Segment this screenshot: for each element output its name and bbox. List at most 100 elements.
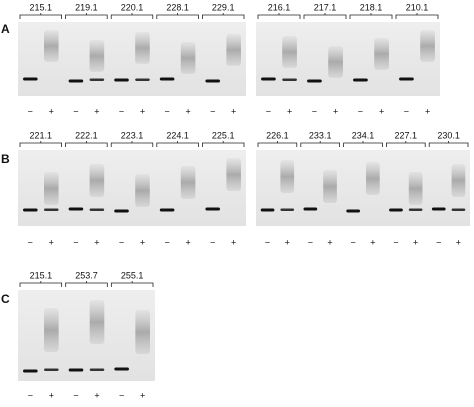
band <box>205 79 221 83</box>
band <box>408 208 423 211</box>
smear <box>323 170 337 203</box>
lane-group-label: 229.1 <box>212 2 235 12</box>
plus-sign: + <box>49 390 54 400</box>
minus-sign: − <box>308 237 313 247</box>
minus-sign: − <box>119 106 124 116</box>
lane-group-label: 225.1 <box>212 130 235 140</box>
band <box>23 77 38 81</box>
bracket <box>343 141 383 147</box>
bracket <box>202 141 245 147</box>
band <box>68 207 84 211</box>
minus-sign: − <box>312 106 317 116</box>
band <box>353 78 368 82</box>
lane-group-label: 210.1 <box>406 2 429 12</box>
bracket <box>257 13 301 19</box>
lane-group-label: 217.1 <box>314 2 337 12</box>
band <box>431 207 446 211</box>
smear <box>365 162 380 195</box>
minus-sign: − <box>28 106 33 116</box>
panel-letter: B <box>1 152 10 166</box>
minus-sign: − <box>404 106 409 116</box>
bracket <box>349 13 393 19</box>
smear <box>280 160 295 193</box>
smear <box>135 174 150 207</box>
band <box>23 208 38 212</box>
plus-sign: + <box>185 237 190 247</box>
smear <box>135 310 150 354</box>
lane-group-label: 219.1 <box>75 2 98 12</box>
bracket <box>386 141 426 147</box>
lane-group-label: 223.1 <box>121 130 144 140</box>
minus-sign: − <box>436 237 441 247</box>
band <box>89 208 105 211</box>
minus-sign: − <box>210 237 215 247</box>
minus-sign: − <box>210 106 215 116</box>
plus-sign: + <box>231 237 236 247</box>
minus-sign: − <box>358 106 363 116</box>
lane-group-label: 218.1 <box>360 2 383 12</box>
plus-sign: + <box>285 237 290 247</box>
bracket <box>395 13 439 19</box>
band <box>261 77 276 81</box>
minus-sign: − <box>28 390 33 400</box>
band <box>68 79 84 83</box>
band <box>389 208 403 212</box>
bracket <box>110 141 154 147</box>
band <box>23 369 38 373</box>
bracket <box>257 141 298 147</box>
lane-group-label: 233.1 <box>309 130 332 140</box>
bracket <box>65 281 108 287</box>
plus-sign: + <box>456 237 461 247</box>
band <box>280 208 295 211</box>
band <box>159 77 175 81</box>
minus-sign: − <box>351 237 356 247</box>
minus-sign: − <box>266 106 271 116</box>
smear <box>420 30 435 62</box>
plus-sign: + <box>379 106 384 116</box>
smear <box>374 38 389 70</box>
bracket <box>202 13 245 19</box>
plus-sign: + <box>185 106 190 116</box>
band <box>159 208 175 212</box>
lane-group-label: 230.1 <box>437 130 460 140</box>
band <box>43 208 59 211</box>
band <box>205 207 221 211</box>
bracket <box>19 141 62 147</box>
minus-sign: − <box>119 390 124 400</box>
lane-group-label: 220.1 <box>121 2 144 12</box>
minus-sign: − <box>265 237 270 247</box>
bracket <box>303 13 347 19</box>
smear <box>89 40 105 72</box>
smear <box>180 42 196 74</box>
plus-sign: + <box>140 106 145 116</box>
lane-group-label: 221.1 <box>30 130 53 140</box>
minus-sign: − <box>393 237 398 247</box>
smear <box>43 30 59 62</box>
lane-group-label: 228.1 <box>166 2 189 12</box>
bracket <box>19 281 63 287</box>
minus-sign: − <box>164 237 169 247</box>
lane-group-label: 234.1 <box>352 130 375 140</box>
bracket <box>428 141 469 147</box>
lane-group-label: 226.1 <box>266 130 289 140</box>
plus-sign: + <box>413 237 418 247</box>
plus-sign: + <box>287 106 292 116</box>
band <box>307 79 322 83</box>
smear <box>282 36 297 68</box>
lane-group-label: 215.1 <box>30 2 53 12</box>
smear <box>408 172 423 205</box>
plus-sign: + <box>327 237 332 247</box>
bracket <box>65 141 108 147</box>
plus-sign: + <box>333 106 338 116</box>
band <box>135 78 150 81</box>
gel <box>18 290 155 381</box>
panel-letter: C <box>1 292 10 306</box>
smear <box>226 34 241 66</box>
band <box>89 78 105 81</box>
smear <box>226 158 241 191</box>
smear <box>180 166 196 199</box>
lane-group-label: 253.7 <box>75 270 98 280</box>
plus-sign: + <box>49 237 54 247</box>
bracket <box>65 13 108 19</box>
